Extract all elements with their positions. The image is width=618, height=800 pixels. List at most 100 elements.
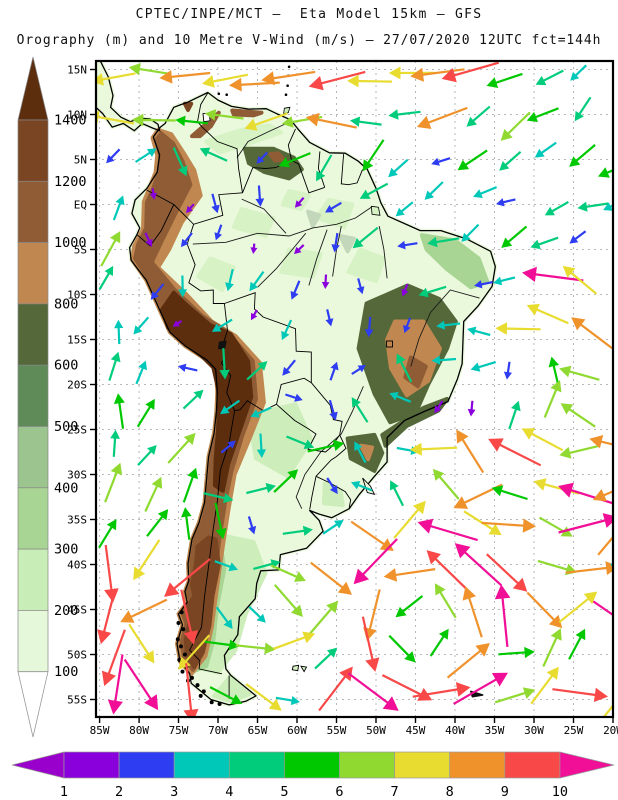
wind-arrow	[286, 435, 310, 447]
orography-band	[17, 180, 49, 243]
orography-band	[17, 426, 49, 489]
wind-arrow-head	[250, 312, 258, 321]
wind-arrow-head	[230, 694, 243, 705]
wind-arrow-head	[522, 518, 537, 533]
fjord-speck	[195, 683, 200, 688]
wind-arrow-head	[494, 584, 511, 600]
lat-tick-label: 15N	[67, 64, 87, 77]
country-border	[291, 159, 325, 194]
wind-arrow	[273, 584, 300, 613]
wind-arrow-head	[250, 247, 258, 254]
orography-tick-label: 1000	[54, 235, 87, 251]
wind-arrow-head	[467, 408, 476, 417]
wind-arrow-head	[352, 238, 364, 249]
island-dot	[286, 84, 289, 87]
country-border	[276, 377, 312, 405]
lon-tick-label: 30W	[524, 724, 544, 737]
wind-band	[173, 751, 230, 779]
borders-rivers-layer	[96, 61, 496, 706]
wind-arrow-head	[351, 481, 361, 490]
wind-arrow-head	[147, 445, 157, 455]
wind-arrow	[393, 505, 423, 539]
wind-arrow	[453, 675, 502, 705]
wind-arrow	[381, 674, 426, 698]
wind-arrow	[558, 594, 593, 624]
wind-arrow-head	[602, 513, 613, 528]
wind-arrow-head	[96, 73, 104, 86]
wind-arrow-head	[530, 239, 541, 250]
wind-arrow-head	[128, 63, 141, 76]
wind-arrow	[535, 236, 559, 247]
terrain-patch	[160, 290, 254, 493]
wind-tick-label: 3	[170, 784, 178, 800]
wind-arrow-head	[438, 628, 449, 640]
lat-axis-labels: 15N 10N 5N EQ 5S 10S 15S 20S 25S 30S 35S 40S 45S 50S 5…	[67, 64, 96, 707]
country-border	[224, 292, 312, 383]
wind-arrow	[307, 443, 339, 453]
wind-arrow-head	[250, 409, 260, 418]
orography-band	[17, 548, 49, 611]
lon-tick-label: 40W	[445, 724, 465, 737]
lon-tick-label: 45W	[406, 724, 426, 737]
wind-arrow	[486, 553, 523, 588]
wind-arrow-head	[227, 440, 236, 449]
wind-arrow	[203, 492, 229, 501]
orography-tick-label: 800	[54, 296, 78, 312]
wind-arrow-head	[593, 687, 608, 702]
wind-arrow-head	[574, 110, 584, 122]
island-dot	[287, 65, 291, 69]
wind-arrow-head	[305, 113, 320, 127]
river-line	[410, 289, 480, 367]
wind-arrow-head	[290, 604, 303, 617]
wind-arrow	[250, 112, 288, 128]
country-border	[287, 128, 296, 161]
wind-arrow	[602, 703, 613, 717]
wind-arrow	[273, 472, 295, 493]
wind-arrow	[314, 650, 335, 670]
wind-arrow-head	[431, 157, 440, 166]
wind-arrow	[399, 595, 424, 615]
lat-tick-label: 35S	[67, 514, 87, 527]
fjord-speck	[178, 644, 183, 649]
wind-arrow-head	[544, 206, 555, 216]
wind-arrow	[498, 651, 530, 656]
wind-arrow-head	[417, 518, 434, 534]
page-subtitle: Orography (m) and 10 Metre V-Wind (m/s) …	[16, 33, 602, 48]
orography-tick-label: 200	[54, 603, 78, 619]
wind-arrow	[180, 119, 209, 125]
wind-arrow	[466, 592, 483, 638]
wind-arrow-head	[488, 438, 504, 452]
wind-arrow-head	[257, 361, 268, 371]
wind-arrow-head	[164, 582, 180, 597]
map-frame	[94, 59, 615, 719]
wind-arrow-head	[261, 71, 276, 86]
wind-arrow-head	[526, 111, 538, 122]
fjord-speck	[180, 669, 185, 674]
country-border	[197, 92, 243, 193]
wind-arrow-head	[534, 148, 545, 158]
river-line	[236, 123, 285, 158]
orography-tick-label: 100	[54, 664, 78, 680]
wind-arrow-head	[229, 77, 242, 92]
wind-arrow	[568, 633, 584, 660]
wind-tick-label: 10	[552, 784, 568, 800]
terrain-patch	[246, 402, 314, 479]
fjord-speck	[209, 700, 214, 705]
wind-arrow-head	[215, 528, 227, 540]
orography-arrow-top	[17, 56, 49, 121]
wind-arrow	[353, 79, 392, 83]
wind-arrow-head	[302, 525, 313, 536]
wind-arrow	[461, 149, 488, 168]
wind-arrow-head	[228, 562, 238, 572]
wind-arrow	[101, 588, 117, 637]
wind-arrow	[204, 640, 234, 647]
wind-arrow	[469, 105, 491, 125]
wind-arrow-head	[256, 449, 266, 458]
wind-arrow-head	[149, 192, 157, 200]
wind-arrow-head	[412, 500, 426, 515]
wind-arrow-head	[562, 265, 576, 278]
orography-band	[17, 242, 49, 305]
wind-band	[228, 751, 285, 779]
wind-arrow	[446, 646, 485, 679]
coastline-central-america	[96, 61, 161, 132]
